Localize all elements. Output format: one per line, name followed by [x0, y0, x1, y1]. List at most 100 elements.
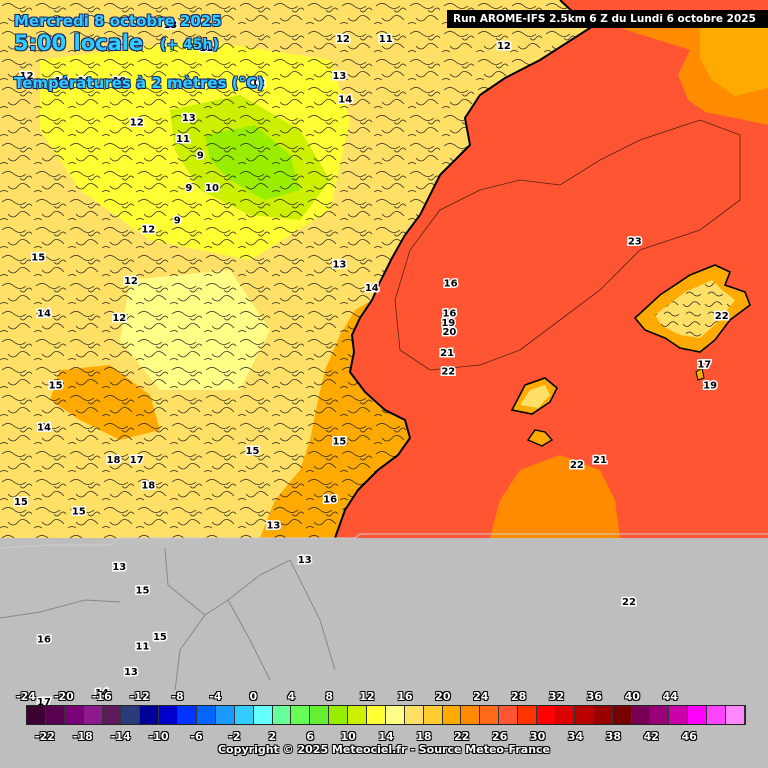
- temperature-label-halo: 11: [136, 641, 150, 652]
- scale-tick-label: 0: [249, 690, 258, 703]
- temperature-label-halo: 15: [31, 253, 45, 264]
- island-formentera: [526, 429, 554, 447]
- temperature-label-halo: 16: [323, 495, 337, 506]
- color-swatch: [121, 706, 141, 724]
- temperature-label: 14: [365, 283, 379, 294]
- color-swatch: [555, 706, 575, 724]
- temperature-label: 15: [136, 586, 150, 597]
- temperature-label-halo: 12: [130, 118, 144, 129]
- scale-tick-label: 32: [548, 690, 565, 703]
- temperature-label-halo: 11: [176, 134, 190, 145]
- temperature-label: 9: [197, 150, 204, 161]
- temperature-label-halo: 22: [570, 460, 584, 471]
- temperature-label: 13: [298, 555, 312, 566]
- temperature-label: 12: [336, 34, 350, 45]
- temperature-label: 9: [185, 183, 192, 194]
- color-swatch: [102, 706, 122, 724]
- temperature-label-halo: 14: [37, 309, 51, 320]
- scale-tick-label: -24: [16, 690, 36, 703]
- scale-tick-label: 10: [340, 730, 356, 743]
- color-swatch: [650, 706, 670, 724]
- color-swatch: [385, 706, 405, 724]
- temperature-label-halo: 15: [246, 446, 260, 457]
- temperature-label-halo: 10: [54, 76, 68, 87]
- copyright-text: Copyright © 2025 Meteociel.fr - Source M…: [217, 743, 551, 756]
- temperature-label: 12: [130, 118, 144, 129]
- temperature-label-halo: 11: [379, 34, 393, 45]
- temperature-label-halo: 16: [442, 309, 456, 320]
- temperature-label-halo: 14: [365, 283, 379, 294]
- temperature-label: 11: [379, 34, 393, 45]
- scale-tick-label: 46: [681, 730, 697, 743]
- temperature-label-halo: 13: [124, 667, 138, 678]
- temperature-label: 12: [112, 313, 126, 324]
- sea-orange-south: [490, 455, 620, 538]
- temperature-label-halo: 14: [37, 423, 51, 434]
- scale-tick-label: -8: [171, 690, 184, 703]
- temperature-label-halo: 11: [78, 76, 92, 87]
- color-swatch: [348, 706, 368, 724]
- color-swatch: [159, 706, 179, 724]
- outside-domain: [0, 533, 768, 768]
- forecast-lead-time: (+ 45h): [160, 37, 219, 53]
- color-swatch: [329, 706, 349, 724]
- scale-tick-label: 12: [359, 690, 375, 703]
- temperature-label-halo: 12: [20, 71, 34, 82]
- temperature-label: 21: [440, 348, 454, 359]
- temperature-label-halo: 15: [49, 381, 63, 392]
- temperature-label-halo: 12: [112, 313, 126, 324]
- temperature-label: 10: [112, 76, 126, 87]
- islet-cabrera: [695, 367, 705, 381]
- temperature-label: 15: [153, 632, 167, 643]
- temperature-label: 17: [697, 360, 711, 371]
- temperature-label-halo: 22: [622, 597, 636, 608]
- color-swatch: [404, 706, 424, 724]
- temperature-label: 15: [31, 253, 45, 264]
- temperature-label: 23: [628, 236, 642, 247]
- color-swatch: [83, 706, 103, 724]
- scale-labels-top: -24 -20 -16 -12 -8 -4 0 4 8 12 16 20 24 28 32 36 40 44: [0, 690, 768, 704]
- run-banner: Run AROME-IFS 2.5km 6 Z du Lundi 6 octob…: [447, 10, 768, 28]
- color-swatch: [272, 706, 292, 724]
- temperature-label: 10: [205, 183, 219, 194]
- temperature-label-halo: 10: [205, 183, 219, 194]
- temperature-label-halo: 11: [199, 43, 213, 54]
- temperature-label-halo: 22: [715, 311, 729, 322]
- scale-tick-label: -6: [190, 730, 203, 743]
- temperature-label-halo: 15: [136, 586, 150, 597]
- temperature-color-scale: [26, 705, 746, 725]
- temperature-label-halo: 12: [497, 41, 511, 52]
- scale-tick-label: 18: [416, 730, 432, 743]
- temperature-label: 15: [49, 381, 63, 392]
- scale-tick-label: 40: [624, 690, 640, 703]
- scale-tick-label: 28: [510, 690, 527, 703]
- temperature-label: 20: [442, 327, 456, 338]
- temperature-label: 13: [124, 667, 138, 678]
- temperature-label-halo: 14: [95, 688, 109, 699]
- color-swatch: [178, 706, 198, 724]
- temperature-label: 15: [332, 437, 346, 448]
- forecast-time-value: 5:00 locale: [14, 31, 144, 55]
- color-swatch: [423, 706, 443, 724]
- temperature-label: 11: [176, 134, 190, 145]
- scale-tick-label: 4: [287, 690, 296, 703]
- color-swatch: [45, 706, 65, 724]
- color-swatch: [707, 706, 726, 724]
- scale-tick-label: 36: [586, 690, 603, 703]
- color-swatch: [499, 706, 519, 724]
- temperature-label: 13: [112, 562, 126, 573]
- temperature-label: 13: [332, 71, 346, 82]
- temperature-label-halo: 9: [185, 183, 192, 194]
- temperature-label-halo: 16: [37, 634, 51, 645]
- temperature-label: 12: [497, 41, 511, 52]
- scale-labels-bottom: -22 -18 -14 -10 -6 -2 2 6 10 14 18 22 26 30 34 38 42 46: [0, 730, 768, 744]
- temperature-label-halo: 21: [593, 455, 607, 466]
- scale-tick-label: 2: [268, 730, 277, 743]
- scale-tick-label: 38: [605, 730, 622, 743]
- scale-tick-label: 26: [492, 730, 508, 743]
- scale-tick-label: 8: [325, 690, 333, 703]
- scale-tick-label: -12: [129, 690, 150, 703]
- scale-tick-label: 14: [378, 730, 394, 743]
- color-swatch: [725, 706, 745, 724]
